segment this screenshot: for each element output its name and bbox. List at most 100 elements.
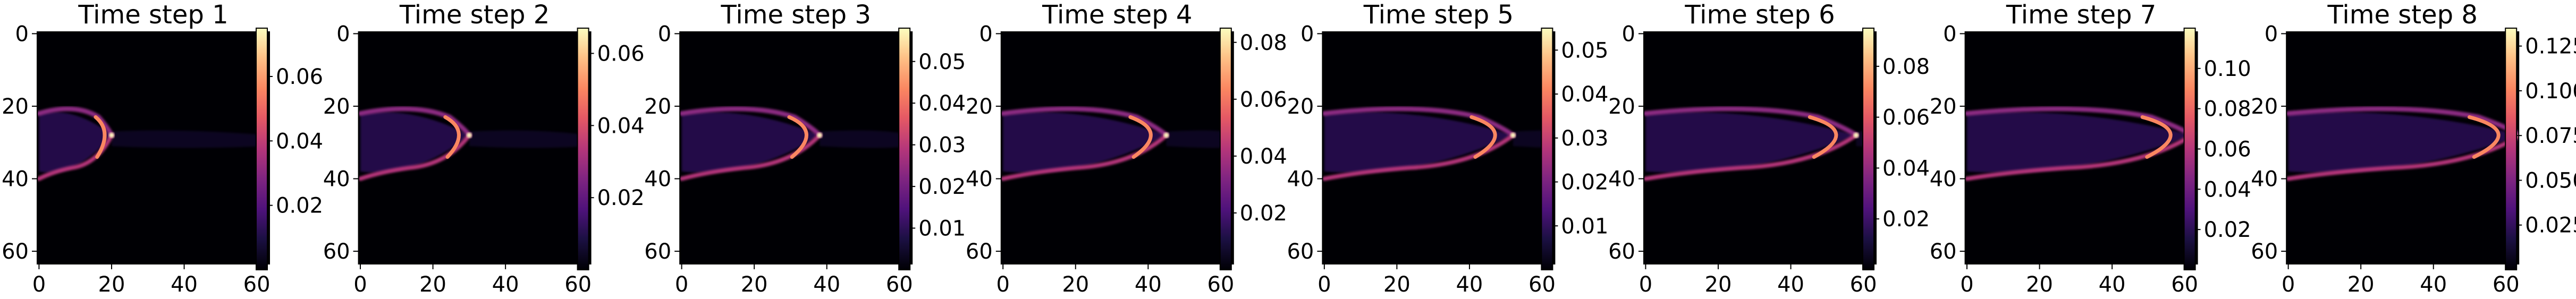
colorbar-tick-label: 0.04 (276, 129, 323, 153)
plume-front (94, 115, 107, 159)
plume-body (1967, 112, 2192, 173)
y-tick-label: 60 (966, 240, 993, 264)
panel-3: Time step 30 20 40 6002040600.010.020.030.0… (644, 0, 966, 297)
colorbar (1220, 28, 1231, 270)
panel-title: Time step 1 (78, 0, 228, 30)
colorbar-frame (256, 28, 268, 270)
plume-front (1128, 115, 1153, 159)
x-tick-label: 0 (353, 272, 367, 297)
plume-upper-edge (358, 106, 472, 138)
x-tick-label: 40 (492, 272, 519, 297)
colorbar-tick-label: 0.02 (1240, 201, 1287, 226)
y-tick-label: 40 (1608, 167, 1635, 192)
y-tick-label: 40 (966, 167, 993, 192)
colorbar-frame (577, 28, 589, 270)
panel-5: Time step 50 20 40 6002040600.010.020.030.0… (1287, 0, 1608, 297)
y-tick-label: 0 (336, 22, 350, 46)
panel-8: Time step 8020406002040600.0250.0500.075… (2251, 0, 2576, 297)
x-tick-label: 0 (32, 272, 46, 297)
colorbar-tick-label: 0.04 (918, 91, 966, 116)
x-tick-label: 60 (2493, 272, 2520, 297)
colorbar-tick-label: 0.10 (2204, 57, 2251, 81)
plume-body (2288, 112, 2519, 173)
y-tick-label: 0 (2265, 22, 2278, 46)
panel-title: Time step 5 (1363, 0, 1514, 30)
panel-6: Time step 60 20 40 6002040600.020.040.060.0… (1608, 0, 1930, 297)
plume-body (1645, 112, 1856, 173)
y-tick-label: 20 (323, 95, 350, 119)
plume-lower-edge (1965, 133, 2194, 181)
colorbar-tick-label: 0.02 (2204, 218, 2251, 242)
plume-body (1324, 112, 1513, 173)
colorbar-frame (1862, 28, 1874, 270)
axes-frame (2286, 31, 2520, 264)
colorbar-tick-label: 0.04 (597, 114, 645, 138)
heatmap-field (1644, 106, 1876, 181)
y-tick-label: 60 (323, 240, 350, 264)
x-tick-label: 0 (2282, 272, 2295, 297)
x-tick-label: 0 (1639, 272, 1652, 297)
y-tick-label: 20 (2251, 95, 2278, 119)
y-tick-label: 0 (1300, 22, 1314, 46)
x-tick-label: 20 (98, 272, 125, 297)
plume-front (1469, 115, 1497, 159)
y-tick-label: 60 (2251, 240, 2278, 264)
front-peak (1510, 132, 1516, 138)
colorbar-tick-label: 0.08 (2204, 97, 2251, 122)
colorbar-tick-label: 0.075 (2525, 124, 2576, 148)
axes-frame (1322, 31, 1556, 264)
y-tick-label: 40 (644, 167, 671, 192)
plume-lower-edge (2286, 133, 2519, 181)
panel-title: Time step 4 (1042, 0, 1192, 30)
y-tick-label: 0 (1622, 22, 1635, 46)
x-tick-label: 20 (1062, 272, 1089, 297)
y-tick-label: 20 (1930, 95, 1957, 119)
plume-upper-edge (1001, 106, 1169, 138)
x-tick-label: 20 (1383, 272, 1411, 297)
x-tick-label: 20 (741, 272, 768, 297)
wake-region (1166, 130, 1232, 148)
colorbar-tick-label: 0.04 (1561, 82, 1608, 107)
colorbar-tick-label: 0.025 (2525, 213, 2576, 238)
x-tick-label: 0 (1317, 272, 1331, 297)
y-tick-label: 20 (644, 95, 671, 119)
x-tick-label: 40 (171, 272, 198, 297)
colorbar-tick-label: 0.04 (1882, 156, 1930, 181)
colorbar-tick-label: 0.06 (1240, 88, 1287, 112)
front-peak (108, 132, 114, 138)
y-tick-label: 60 (1287, 240, 1314, 264)
colorbar (2184, 28, 2195, 270)
x-tick-label: 20 (419, 272, 446, 297)
panel-7: Time step 70 20 40 6002040600.020.040.060.0… (1930, 0, 2251, 297)
y-tick-label: 60 (2, 240, 29, 264)
axes-frame (37, 31, 270, 264)
colorbar (2505, 28, 2517, 270)
x-tick-label: 40 (2099, 272, 2126, 297)
colorbar-tick-label: 0.08 (1240, 31, 1287, 55)
colorbar-tick-label: 0.02 (1882, 207, 1930, 232)
plume-body (360, 112, 469, 173)
panel-title: Time step 3 (721, 0, 871, 30)
axes-frame (1000, 31, 1234, 264)
plume-upper-edge (680, 106, 822, 138)
x-tick-label: 60 (1850, 272, 1877, 297)
plume-front (1808, 115, 1838, 159)
colorbar-tick-label: 0.03 (918, 133, 966, 158)
colorbar-tick-label: 0.05 (1561, 38, 1608, 63)
panel-title: Time step 6 (1684, 0, 1835, 30)
y-tick-label: 0 (1943, 22, 1956, 46)
plume-body (1003, 112, 1167, 173)
x-tick-label: 60 (564, 272, 592, 297)
colorbar-tick-label: 0.01 (1561, 214, 1608, 238)
plume-lower-edge (1644, 133, 1859, 181)
panel-title: Time step 2 (399, 0, 550, 30)
colorbar-tick-label: 0.06 (2204, 138, 2251, 162)
y-tick-label: 40 (1930, 167, 1957, 192)
x-tick-label: 20 (1705, 272, 1732, 297)
plume-lower-edge (1001, 133, 1169, 181)
plume-front (2140, 115, 2173, 159)
wake-region (111, 130, 268, 148)
x-tick-label: 60 (243, 272, 271, 297)
plume-front (443, 115, 461, 159)
